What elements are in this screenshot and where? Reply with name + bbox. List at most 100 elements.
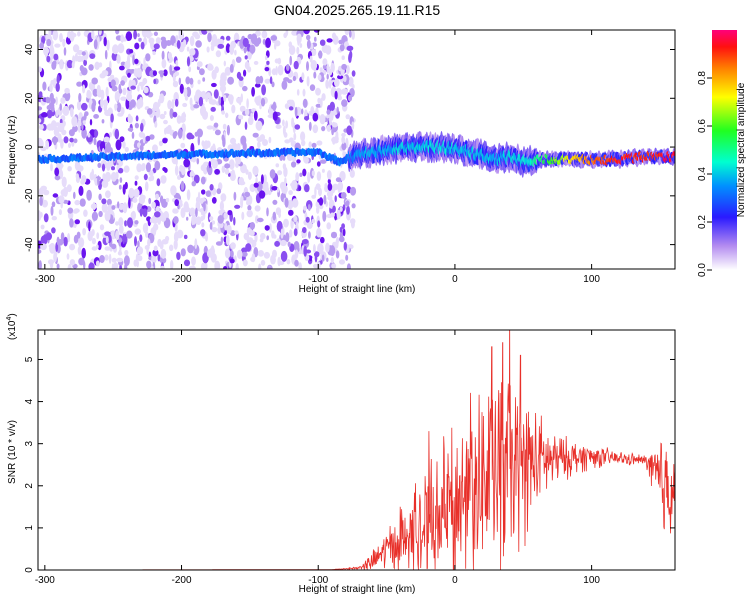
spectrogram-noise-cell xyxy=(39,196,43,207)
spectrogram-noise-cell xyxy=(53,53,59,61)
spectrogram-noise-cell xyxy=(308,231,311,239)
spectrogram-noise-cell xyxy=(319,114,326,125)
spectrogram-noise-cell xyxy=(119,65,125,71)
spectrogram-noise-cell xyxy=(220,72,227,83)
spectrogram-noise-cell xyxy=(295,221,299,230)
spectrogram-noise-cell xyxy=(261,84,266,96)
snr-scale-factor: (x104) xyxy=(6,313,18,340)
spectrogram-noise-cell xyxy=(134,236,137,247)
spectrogram-noise-cell xyxy=(196,158,200,165)
spectrogram-noise-cell xyxy=(194,238,198,250)
spectrogram-noise-cell xyxy=(38,139,44,149)
spectrogram-noise-cell xyxy=(233,191,237,201)
spectrogram-noise-cell xyxy=(117,201,120,209)
spectrogram-noise-cell xyxy=(268,136,272,144)
spectrogram-noise-cell xyxy=(43,213,49,223)
spectrogram-noise-cell xyxy=(335,238,339,249)
spectrogram-noise-cell xyxy=(185,76,191,85)
spectrogram-noise-cell xyxy=(309,256,313,262)
spectrogram-noise-cell xyxy=(209,216,214,221)
spectrogram-noise-cell xyxy=(314,253,318,263)
spectrogram-noise-cell xyxy=(283,132,288,138)
spectrogram-noise-cell xyxy=(266,60,270,65)
spectrogram-noise-cell xyxy=(99,73,106,79)
spectrogram-noise-cell xyxy=(310,49,317,57)
spectrogram-noise-cell xyxy=(299,172,303,177)
spectrogram-noise-cell xyxy=(233,216,236,226)
spectrogram-noise-cell xyxy=(275,207,282,216)
spectrogram-noise-cell xyxy=(257,141,261,149)
spectrogram-noise-cell xyxy=(234,230,239,235)
spectrogram-noise-cell xyxy=(94,129,98,139)
spectrogram-noise-cell xyxy=(61,176,67,188)
spectrogram-noise-cell xyxy=(277,64,284,76)
spectrogram-noise-cell xyxy=(294,249,299,259)
spectrogram-noise-cell xyxy=(108,253,112,264)
spectrogram-noise-cell xyxy=(319,67,323,73)
spectrogram-noise-cell xyxy=(338,39,344,45)
spectrogram-noise-cell xyxy=(189,207,196,217)
spectrogram-noise-cell xyxy=(83,59,87,66)
spectrogram-noise-cell xyxy=(173,216,179,225)
spectrogram-noise-cell xyxy=(162,138,168,144)
spectrogram-noise-cell xyxy=(116,164,120,170)
spectrogram-noise-cell xyxy=(247,66,252,73)
spectrogram-noise-cell xyxy=(206,30,214,33)
x-tick-label: -200 xyxy=(172,274,192,285)
spectrogram-noise-cell xyxy=(192,31,199,38)
spectrogram-noise-cell xyxy=(91,229,95,236)
spectrogram-noise-cell xyxy=(326,170,332,180)
spectrogram-noise-cell xyxy=(321,126,326,132)
spectrogram-noise-cell xyxy=(200,229,206,237)
spectrogram-noise-cell xyxy=(249,44,256,54)
spectrogram-noise-cell xyxy=(134,220,139,225)
spectrogram-noise-cell xyxy=(209,184,214,191)
spectrogram-noise-cell xyxy=(63,47,67,56)
spectrogram-noise-cell xyxy=(244,55,248,60)
spectrogram-noise-cell xyxy=(286,259,291,265)
spectrogram-noise-cell xyxy=(200,215,204,222)
spectrogram-noise-cell xyxy=(160,265,165,269)
spectrogram-noise-cell xyxy=(115,139,122,151)
spectrogram-noise-cell xyxy=(115,221,119,226)
spectrogram-noise-cell xyxy=(47,259,55,265)
spectrogram-noise-cell xyxy=(199,68,205,76)
spectrogram-noise-cell xyxy=(129,99,136,108)
spectrogram-noise-cell xyxy=(137,33,140,38)
spectrogram-noise-cell xyxy=(242,85,248,92)
spectrogram-noise-cell xyxy=(323,194,327,205)
spectrogram-noise-cell xyxy=(255,30,261,37)
spectrogram-noise-cell xyxy=(230,230,236,237)
spectrogram-noise-cell xyxy=(81,67,88,76)
x-tick-label: 0 xyxy=(452,575,458,586)
spectrogram-noise-cell xyxy=(88,262,95,269)
spectrogram-noise-cell xyxy=(341,135,346,144)
spectrogram-noise-cell xyxy=(269,76,273,85)
spectrogram-noise-cell xyxy=(81,128,87,139)
spectrogram-noise-cell xyxy=(351,70,356,77)
spectrogram-noise-cell xyxy=(152,70,157,77)
spectrogram-noise-cell xyxy=(165,40,172,46)
spectrogram-noise-cell xyxy=(303,245,308,257)
spectrogram-noise-cell xyxy=(302,168,307,177)
spectrogram-noise-cell xyxy=(311,142,317,148)
spectrogram-noise-cell xyxy=(224,248,231,259)
spectrogram-noise-cell xyxy=(67,264,72,269)
spectrogram-noise-cell xyxy=(282,163,287,170)
spectrogram-noise-cell xyxy=(131,131,135,139)
spectrogram-noise-cell xyxy=(335,250,340,259)
spectrogram-noise-cell xyxy=(171,99,175,109)
spectrogram-noise-cell xyxy=(59,59,64,70)
spectrogram-noise-cell xyxy=(201,222,205,228)
spectrogram-noise-cell xyxy=(272,101,277,112)
spectrogram-noise-cell xyxy=(131,210,137,221)
spectrogram-noise-cell xyxy=(269,223,272,233)
spectrogram-noise-cell xyxy=(316,171,322,182)
spectrogram-noise-cell xyxy=(294,124,301,130)
spectrogram-noise-cell xyxy=(302,98,308,109)
spectrogram-noise-cell xyxy=(202,110,208,120)
spectrogram-noise-cell xyxy=(69,243,76,251)
spectrogram-noise-cell xyxy=(116,257,124,263)
spectrogram-noise-cell xyxy=(351,203,356,209)
spectrogram-noise-cell xyxy=(315,201,320,208)
